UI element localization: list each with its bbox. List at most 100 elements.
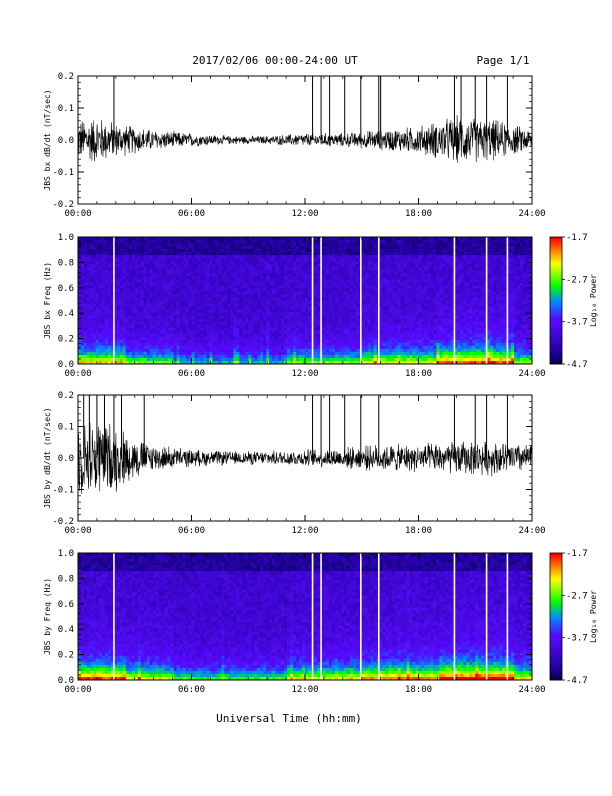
- spectrogram-cell: [266, 316, 269, 319]
- spectrogram-cell: [248, 285, 251, 288]
- spectrogram-cell: [254, 331, 257, 334]
- spectrogram-cell: [386, 313, 389, 316]
- spectrogram-cell: [338, 252, 341, 255]
- spectrogram-cell: [221, 264, 224, 267]
- spectrogram-cell: [78, 273, 81, 276]
- spectrogram-cell: [293, 319, 296, 322]
- spectrogram-cell: [442, 310, 445, 313]
- spectrogram-cell: [129, 301, 132, 304]
- spectrogram-cell: [395, 331, 398, 334]
- spectrogram-cell: [526, 237, 529, 240]
- spectrogram-cell: [194, 319, 197, 322]
- spectrogram-cell: [347, 270, 350, 273]
- spectrogram-cell: [236, 252, 239, 255]
- spectrogram-cell: [129, 313, 132, 316]
- spectrogram-cell: [257, 294, 260, 297]
- spectrogram-cell: [206, 307, 209, 310]
- spectrogram-cell: [344, 258, 347, 261]
- spectrogram-cell: [386, 319, 389, 322]
- spectrogram-cell: [117, 294, 120, 297]
- spectrogram-cell: [236, 304, 239, 307]
- spectrogram-cell: [404, 282, 407, 285]
- spectrogram-cell: [183, 279, 186, 282]
- spectrogram-cell: [413, 291, 416, 294]
- spectrogram-cell: [257, 270, 260, 273]
- spectrogram-cell: [141, 282, 144, 285]
- spectrogram-cell: [197, 322, 200, 325]
- spectrogram-cell: [183, 304, 186, 307]
- spectrogram-cell: [251, 267, 254, 270]
- spectrogram-cell: [502, 297, 505, 300]
- spectrogram-cell: [212, 310, 215, 313]
- spectrogram-cell: [496, 301, 499, 304]
- spectrogram-cell: [200, 294, 203, 297]
- spectrogram-cell: [383, 255, 386, 258]
- spectrogram-cell: [84, 310, 87, 313]
- spectrogram-cell: [192, 288, 195, 291]
- spectrogram-cell: [248, 328, 251, 331]
- spectrogram-cell: [248, 270, 251, 273]
- spectrogram-cell: [120, 255, 123, 258]
- spectrogram-cell: [257, 285, 260, 288]
- spectrogram-cell: [362, 240, 365, 243]
- spectrogram-cell: [165, 294, 168, 297]
- spectrogram-cell: [129, 252, 132, 255]
- spectrogram-cell: [87, 288, 90, 291]
- spectrogram-cell: [511, 279, 514, 282]
- spectrogram-cell: [180, 243, 183, 246]
- spectrogram-cell: [511, 261, 514, 264]
- spectrogram-cell: [466, 279, 469, 282]
- spectrogram-cell: [368, 273, 371, 276]
- spectrogram-cell: [218, 267, 221, 270]
- spectrogram-cell: [209, 255, 212, 258]
- spectrogram-cell: [168, 294, 171, 297]
- spectrogram-cell: [472, 252, 475, 255]
- spectrogram-cell: [129, 310, 132, 313]
- spectrogram-cell: [335, 294, 338, 297]
- spectrogram-cell: [165, 322, 168, 325]
- spectrogram-cell: [117, 249, 120, 252]
- spectrogram-cell: [257, 237, 260, 240]
- spectrogram-cell: [251, 297, 254, 300]
- spectrogram-cell: [90, 240, 93, 243]
- spectrogram-cell: [413, 279, 416, 282]
- spectrogram-cell: [269, 249, 272, 252]
- spectrogram-cell: [120, 310, 123, 313]
- spectrogram-cell: [90, 279, 93, 282]
- spectrogram-cell: [508, 304, 511, 307]
- spectrogram-cell: [371, 276, 374, 279]
- spectrogram-cell: [84, 282, 87, 285]
- spectrogram-cell: [189, 282, 192, 285]
- spectrogram-cell: [463, 310, 466, 313]
- spectrogram-cell: [472, 255, 475, 258]
- spectrogram-cell: [227, 294, 230, 297]
- spectrogram-cell: [487, 297, 490, 300]
- spectrogram-cell: [168, 328, 171, 331]
- spectrogram-cell: [341, 307, 344, 310]
- spectrogram-cell: [323, 304, 326, 307]
- spectrogram-cell: [457, 237, 460, 240]
- spectrogram-cell: [236, 249, 239, 252]
- spectrogram-cell: [413, 237, 416, 240]
- spectrogram-cell: [299, 316, 302, 319]
- spectrogram-cell: [499, 310, 502, 313]
- spectrogram-cell: [129, 331, 132, 334]
- spectrogram-cell: [481, 301, 484, 304]
- spectrogram-cell: [374, 258, 377, 261]
- spectrogram-cell: [150, 273, 153, 276]
- spectrogram-cell: [410, 276, 413, 279]
- spectrogram-cell: [419, 264, 422, 267]
- spectrogram-cell: [499, 291, 502, 294]
- spectrogram-cell: [368, 313, 371, 316]
- spectrogram-cell: [293, 276, 296, 279]
- spectrogram-cell: [174, 307, 177, 310]
- spectrogram-cell: [419, 261, 422, 264]
- spectrogram-cell: [407, 270, 410, 273]
- spectrogram-cell: [466, 319, 469, 322]
- spectrogram-cell: [141, 316, 144, 319]
- spectrogram-cell: [123, 285, 126, 288]
- spectrogram-cell: [511, 285, 514, 288]
- spectrogram-cell: [463, 319, 466, 322]
- spectrogram-cell: [430, 319, 433, 322]
- spectrogram-cell: [374, 297, 377, 300]
